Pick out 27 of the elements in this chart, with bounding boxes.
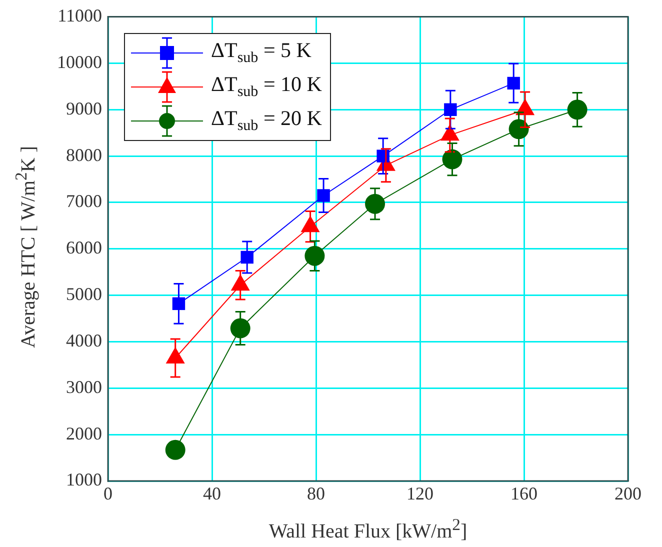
y-tick-label: 6000 (66, 238, 102, 258)
point (230, 318, 250, 338)
point (567, 100, 588, 120)
y-tick-label: 5000 (66, 284, 102, 304)
y-tick-label: 11000 (58, 6, 102, 26)
point (165, 440, 186, 460)
y-tick-label: 4000 (66, 330, 102, 350)
y-tick-label: 2000 (66, 423, 102, 444)
legend-label: ΔT$_{sub}$ = 20 K (211, 106, 322, 136)
x-axis-title: Wall Heat Flux [kW/m$^{2}$] (268, 515, 468, 544)
x-tick-label: 120 (406, 484, 434, 504)
legend-label: ΔT$_{sub}$ = 5 K (211, 38, 312, 68)
x-tick-label: 160 (510, 484, 538, 504)
x-tick-label: 0 (104, 484, 112, 504)
y-tick-label: 10000 (57, 52, 102, 72)
x-tick-label: 200 (614, 484, 642, 504)
y-tick-label: 3000 (66, 376, 102, 397)
point (317, 189, 330, 202)
point (365, 194, 386, 214)
legend-label: ΔT$_{sub}$ = 10 K (211, 72, 322, 102)
y-tick-label: 1000 (66, 470, 102, 490)
y-tick-label: 8000 (66, 144, 102, 165)
y-tick-label: 9000 (66, 98, 102, 118)
x-tick-label: 40 (203, 484, 221, 504)
y-tick-label: 7000 (66, 191, 102, 212)
point (304, 246, 325, 266)
x-tick-label: 80 (307, 484, 325, 504)
